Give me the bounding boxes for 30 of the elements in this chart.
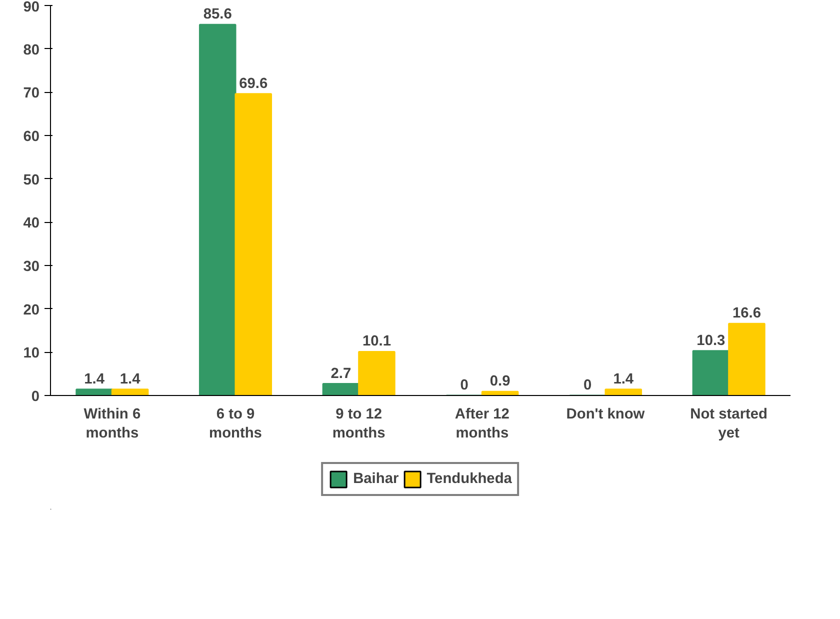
- x-tick-label: 6 to 9 months: [209, 406, 262, 442]
- data-label: 16.6: [732, 306, 761, 322]
- data-label: 69.6: [239, 76, 268, 92]
- data-label: 10.3: [696, 332, 726, 349]
- legend-label: Baihar: [353, 471, 399, 487]
- data-label: 1.4: [120, 371, 142, 388]
- y-tick-label: 0: [31, 389, 40, 405]
- data-label: 85.6: [203, 6, 232, 23]
- data-label: 0: [460, 378, 468, 394]
- y-tick-label: 10: [23, 346, 40, 362]
- y-tick-label: 40: [23, 216, 40, 232]
- legend-label: Tendukheda: [426, 471, 512, 487]
- y-tick-label: 30: [23, 259, 40, 275]
- data-label: 1.4: [613, 371, 634, 388]
- y-tick-label: 80: [23, 42, 40, 58]
- data-label: 2.7: [330, 366, 352, 382]
- x-tick-label: Within 6 months: [84, 406, 141, 442]
- x-tick-label: Don't know: [566, 406, 646, 422]
- x-tick-label: After 12 months: [454, 406, 510, 442]
- y-tick-label: 20: [23, 302, 40, 318]
- y-tick-label: 90: [23, 0, 40, 16]
- data-label: 10.1: [362, 334, 391, 350]
- y-tick-label: 70: [23, 86, 40, 102]
- y-tick-label: 50: [23, 172, 40, 188]
- y-tick-label: 60: [23, 129, 40, 145]
- data-label: 0.9: [490, 374, 510, 390]
- data-label: 0: [584, 378, 592, 394]
- x-tick-label: 9 to 12 months: [332, 406, 386, 442]
- x-tick-label: Not started yet: [690, 406, 768, 442]
- data-label: 1.4: [84, 371, 106, 388]
